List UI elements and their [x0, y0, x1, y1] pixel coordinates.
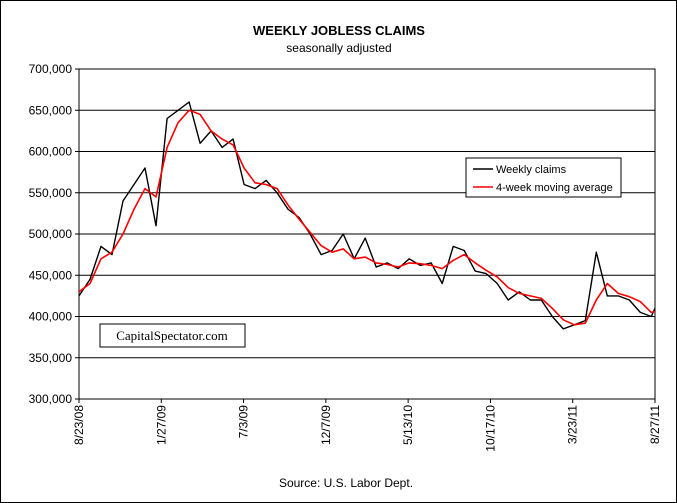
- x-tick-label: 8/23/08: [72, 405, 86, 445]
- y-tick-label: 650,000: [29, 103, 73, 117]
- x-tick-label: 3/23/11: [566, 405, 580, 444]
- x-tick-label: 10/17/10: [483, 405, 497, 452]
- x-tick-label: 12/7/09: [319, 405, 333, 445]
- legend-label-weekly: Weekly claims: [496, 164, 567, 176]
- legend: Weekly claims 4-week moving average: [465, 157, 622, 198]
- x-tick-label: 1/27/09: [154, 405, 168, 445]
- series-line-weekly-claims: [78, 101, 656, 330]
- series-line-moving-average: [78, 109, 656, 326]
- y-tick-label: 400,000: [29, 310, 73, 324]
- x-axis-ticks: 8/23/08 1/27/09 7/3/09 12/7/09 5/13/10 10/17/…: [72, 399, 662, 452]
- y-axis-ticks: 700,000 650,000 600,000 550,000 500,000 450,0…: [29, 62, 79, 406]
- y-tick-label: 550,000: [29, 186, 73, 200]
- watermark-box: [99, 323, 246, 348]
- chart-title: WEEKLY JOBLESS CLAIMS: [253, 23, 425, 38]
- series-lines: [78, 101, 656, 330]
- y-tick-label: 600,000: [29, 145, 73, 159]
- watermark-text: CapitalSpectator.com: [116, 328, 228, 343]
- chart-subtitle: seasonally adjusted: [286, 41, 391, 55]
- y-tick-label: 450,000: [29, 268, 73, 282]
- gridlines: [79, 109, 655, 359]
- y-tick-label: 700,000: [29, 62, 73, 76]
- x-tick-label: 7/3/09: [237, 405, 251, 439]
- source-note: Source: U.S. Labor Dept.: [279, 476, 413, 490]
- y-tick-label: 350,000: [29, 351, 73, 365]
- x-tick-label: 8/27/11: [648, 405, 662, 444]
- legend-label-moving-average: 4-week moving average: [496, 182, 613, 194]
- y-tick-label: 500,000: [29, 227, 73, 241]
- y-tick-label: 300,000: [29, 392, 73, 406]
- watermark: CapitalSpectator.com: [99, 323, 246, 348]
- legend-box: [465, 157, 622, 198]
- x-tick-label: 5/13/10: [401, 405, 415, 445]
